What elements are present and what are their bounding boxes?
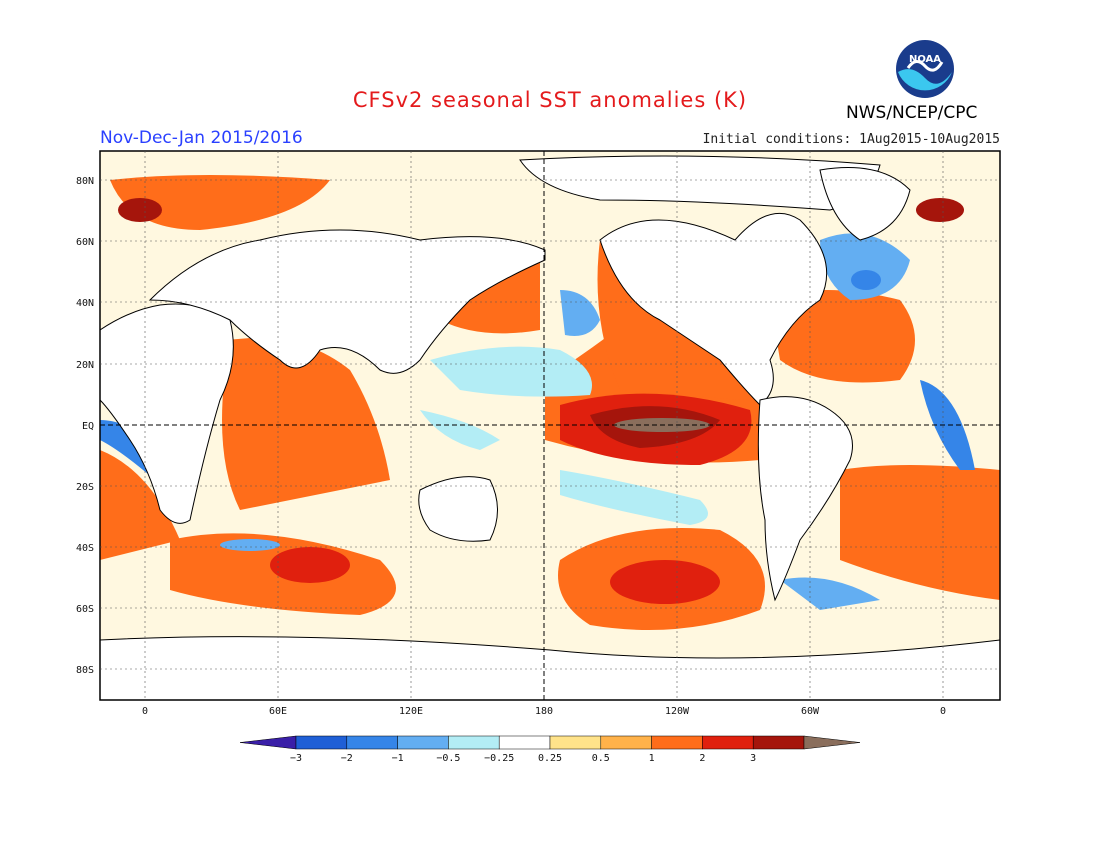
colorbar-swatch xyxy=(752,735,805,750)
lon-tick-180: 180 xyxy=(535,706,553,717)
continent-outlines xyxy=(100,155,1000,700)
colorbar-label: 2 xyxy=(699,753,705,764)
lat-tick-20n: 20N xyxy=(76,360,94,371)
lat-tick-40s: 40S xyxy=(76,543,94,554)
lat-tick-60s: 60S xyxy=(76,604,94,615)
colorbar-label: −2 xyxy=(341,753,353,764)
lon-tick-60e: 60E xyxy=(269,706,287,717)
lon-tick-60w: 60W xyxy=(801,706,820,717)
agency-label: NWS/NCEP/CPC xyxy=(846,103,978,123)
colorbar-swatch xyxy=(448,735,500,750)
colorbar-label: 0.5 xyxy=(592,753,610,764)
noaa-logo-text: NOAA xyxy=(909,54,941,65)
colorbar-label: 3 xyxy=(750,753,756,764)
lat-tick-60n: 60N xyxy=(76,237,94,248)
colorbar-label: −1 xyxy=(392,753,404,764)
colorbar-swatch xyxy=(702,735,754,750)
colorbar-swatch xyxy=(600,735,652,750)
colorbar-swatch xyxy=(295,735,348,750)
colorbar-label: 0.25 xyxy=(538,753,562,764)
lat-tick-eq: EQ xyxy=(82,421,94,432)
lat-tick-80s: 80S xyxy=(76,665,94,676)
lon-axis: 0 60E 120E 180 120W 60W 0 xyxy=(142,706,946,717)
lat-tick-80n: 80N xyxy=(76,176,94,187)
colorbar-label: −0.25 xyxy=(484,753,514,764)
lat-tick-20s: 20S xyxy=(76,482,94,493)
colorbar-label: −0.5 xyxy=(436,753,460,764)
colorbar-label: 1 xyxy=(649,753,655,764)
colorbar-high-arrow xyxy=(803,735,861,750)
colorbar-legend: −3 −2 −1 −0.5 −0.25 0.25 0.5 1 2 3 xyxy=(239,735,861,764)
colorbar-label: −3 xyxy=(290,753,302,764)
graticule xyxy=(100,151,1000,700)
colorbar-swatch xyxy=(549,735,602,750)
colorbar-swatch xyxy=(346,735,398,750)
colorbar-swatch xyxy=(651,735,703,750)
noaa-logo: NOAA xyxy=(896,40,954,98)
lon-tick-0-left: 0 xyxy=(142,706,148,717)
initial-conditions: Initial conditions: 1Aug2015-10Aug2015 xyxy=(702,132,1000,147)
lon-tick-0-right: 0 xyxy=(940,706,946,717)
forecast-period: Nov-Dec-Jan 2015/2016 xyxy=(100,128,303,148)
lat-tick-40n: 40N xyxy=(76,298,94,309)
lon-tick-120w: 120W xyxy=(665,706,690,717)
map-title: CFSv2 seasonal SST anomalies (K) xyxy=(352,88,748,112)
colorbar-swatch xyxy=(498,735,551,750)
colorbar-low-arrow xyxy=(239,735,297,750)
lat-axis: 80N 60N 40N 20N EQ 20S 40S 60S 80S xyxy=(76,176,94,676)
colorbar-swatch xyxy=(397,735,449,750)
lon-tick-120e: 120E xyxy=(399,706,423,717)
